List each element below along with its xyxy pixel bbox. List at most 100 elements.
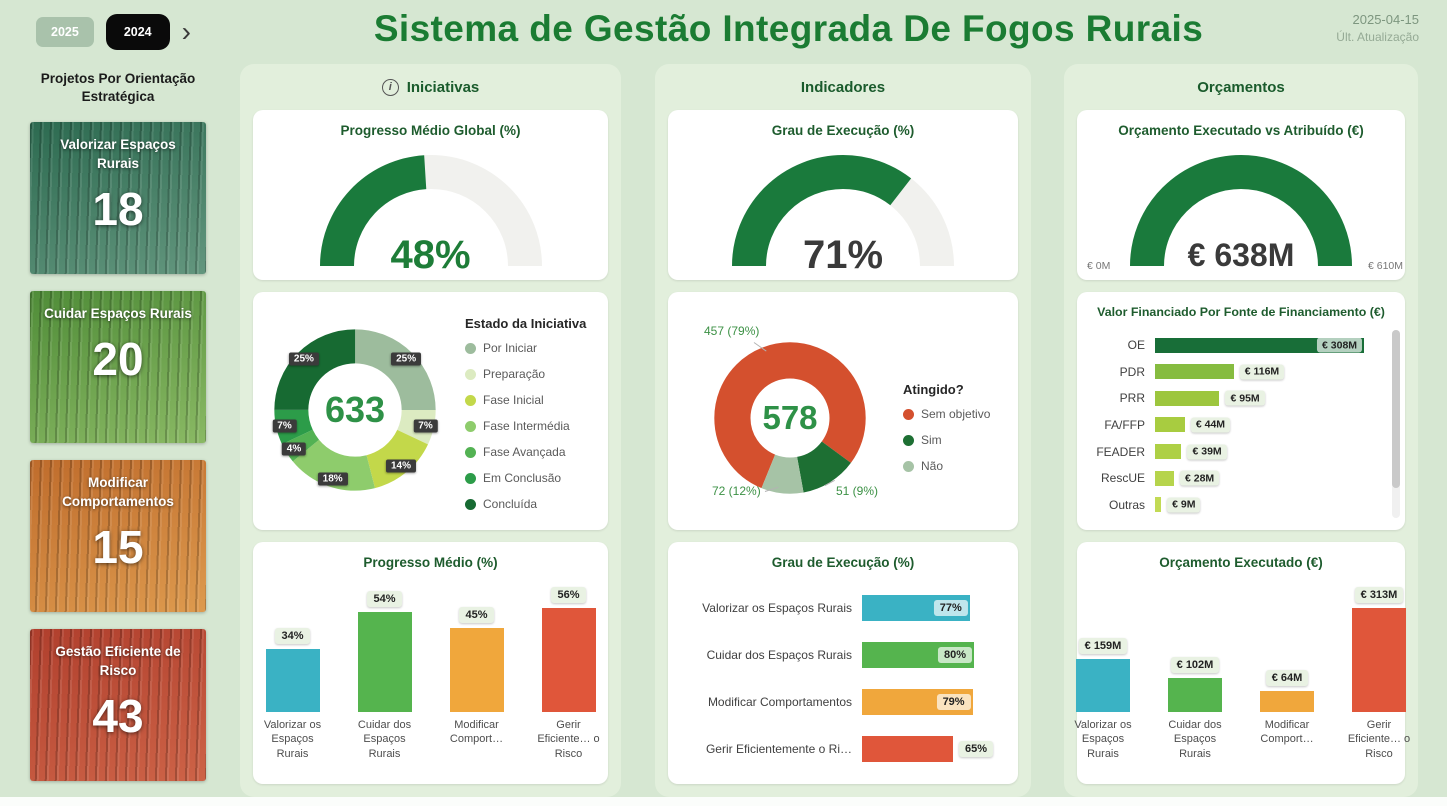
bar-track: € 44M — [1155, 417, 1379, 433]
bar[interactable] — [1155, 417, 1185, 433]
page-title: Sistema de Gestão Integrada De Fogos Rur… — [373, 8, 1204, 49]
bar-category-label: Gerir Eficiente… o Risco — [537, 719, 600, 760]
gauge-value: € 638M — [1187, 237, 1295, 273]
legend-item[interactable]: Em Conclusão — [465, 471, 586, 485]
orcamento-executado-bar-chart: € 159M Valorizar os Espaços Rurais € 102… — [1074, 580, 1410, 774]
donut-callout: 72 (12%) — [712, 484, 761, 498]
panel-header-orcamentos: Orçamentos — [1064, 64, 1418, 110]
bar[interactable] — [1155, 497, 1162, 513]
bar-category-label: OE — [1127, 338, 1145, 353]
card-title: Progresso Médio (%) — [363, 555, 498, 570]
legend-item[interactable]: Não — [903, 459, 990, 473]
bar-category-label: PRR — [1119, 391, 1145, 406]
bar-category-label: Valorizar os Espaços Rurais — [702, 600, 852, 615]
gauge-value: 48% — [390, 233, 471, 277]
bar-category-label: Modificar Comport… — [1260, 719, 1314, 746]
strategy-card-2[interactable]: Modificar Comportamentos 15 — [30, 460, 206, 613]
strategy-card-label: Cuidar Espaços Rurais — [44, 306, 192, 322]
bar[interactable] — [1155, 390, 1220, 406]
bar-row: Cuidar dos Espaços Rurais 80% — [676, 635, 1002, 675]
bar[interactable] — [1076, 659, 1130, 712]
donut-segment[interactable] — [714, 342, 866, 494]
donut-segment[interactable] — [714, 342, 866, 494]
bar-category-label: Cuidar dos Espaços Rurais — [357, 719, 412, 760]
bar[interactable] — [1155, 337, 1365, 353]
bar-category-label: Outras — [1108, 497, 1145, 512]
bar[interactable] — [265, 649, 320, 712]
bar-category-label: Valorizar os Espaços Rurais — [263, 719, 322, 760]
legend-label: Por Iniciar — [483, 341, 538, 355]
bar[interactable] — [1155, 470, 1174, 486]
bar[interactable] — [449, 628, 504, 712]
legend-item[interactable]: Concluída — [465, 497, 586, 511]
legend-item[interactable]: Sim — [903, 433, 990, 447]
bar-row: Valorizar os Espaços Rurais 77% — [676, 588, 1002, 628]
legend-item[interactable]: Fase Inicial — [465, 393, 586, 407]
donut-segment[interactable] — [274, 329, 436, 491]
bar-row: OE € 308M — [1093, 334, 1379, 357]
donut-chart — [714, 342, 866, 494]
card-estado-iniciativa: 25% 7% 14% 18% 4% 7% 25% 633 Estado da Iniciati… — [253, 292, 608, 530]
donut-segment[interactable] — [274, 329, 436, 491]
gauge-min-label: € 0M — [1087, 260, 1111, 272]
bar[interactable] — [357, 612, 412, 712]
legend-label: Sem objetivo — [921, 407, 991, 421]
bar[interactable] — [1352, 608, 1406, 712]
panel-title: Indicadores — [800, 78, 886, 96]
donut-callout: 51 (9%) — [836, 484, 879, 498]
grau-execucao-bar-chart: Valorizar os Espaços Rurais 77% Cuidar d… — [676, 584, 1002, 772]
panel-iniciativas: i Iniciativas Progresso Médio Global (%)… — [240, 64, 621, 797]
legend-label: Fase Intermédia — [483, 419, 570, 433]
panel-header-iniciativas: i Iniciativas — [240, 64, 621, 110]
bar-value-label: 65% — [959, 740, 994, 757]
card-atingido: 578 Atingido? Sem objetivo Sim Não 457 (… — [668, 292, 1018, 530]
bar[interactable] — [862, 735, 953, 762]
legend-color-dot — [465, 368, 476, 380]
bar[interactable] — [1155, 444, 1182, 460]
bar[interactable] — [1260, 691, 1314, 712]
legend-item[interactable]: Fase Intermédia — [465, 419, 586, 433]
bar-value-label: € 28M — [1180, 470, 1220, 486]
legend-color-dot — [465, 472, 476, 484]
legend-item[interactable]: Preparação — [465, 367, 586, 381]
bar[interactable] — [1168, 678, 1222, 712]
bar-value-label: € 116M — [1239, 364, 1285, 380]
donut-percent-label: 14% — [385, 459, 417, 473]
bar-track: 77% — [862, 594, 1002, 621]
bar[interactable] — [1155, 364, 1234, 380]
year-2025-button[interactable]: 2025 — [36, 17, 94, 47]
donut-segment[interactable] — [274, 329, 436, 491]
scrollbar-thumb[interactable] — [1392, 330, 1400, 488]
scrollbar[interactable] — [1392, 330, 1400, 518]
bar-category-label: Valorizar os Espaços Rurais — [1074, 719, 1132, 760]
forest-texture — [30, 460, 206, 613]
legend-item[interactable]: Fase Avançada — [465, 445, 586, 459]
donut-percent-label: 18% — [317, 472, 348, 486]
bar-value-label: € 44M — [1190, 417, 1231, 433]
strategy-card-0[interactable]: Valorizar Espaços Rurais 18 — [30, 122, 206, 275]
legend-label: Em Conclusão — [483, 471, 562, 485]
legend-item[interactable]: Sem objetivo — [903, 407, 990, 421]
legend-item[interactable]: Por Iniciar — [465, 341, 586, 355]
bar-category-label: FEADER — [1096, 444, 1145, 459]
bar-value-label: € 39M — [1187, 444, 1227, 460]
donut-segment[interactable] — [274, 329, 436, 491]
bar-column: 45% Modificar Comport… — [444, 607, 510, 774]
chevron-right-icon[interactable]: › — [181, 15, 191, 47]
bar-row: Outras € 9M — [1093, 493, 1379, 516]
panel-indicadores: Indicadores Grau de Execução (%) 71% 578… — [655, 64, 1031, 797]
grau-execucao-gauge: 71% — [723, 144, 963, 277]
atingido-donut: 578 — [714, 342, 866, 494]
strategy-card-label: Valorizar Espaços Rurais — [60, 137, 176, 172]
strategy-card-3[interactable]: Gestão Eficiente de Risco 43 — [30, 629, 206, 782]
bar-category-label: Modificar Comportamentos — [707, 694, 852, 709]
bar-track: € 9M — [1155, 497, 1379, 513]
bar-row: PDR € 116M — [1093, 360, 1379, 383]
bar[interactable] — [541, 608, 596, 712]
info-icon[interactable]: i — [381, 78, 399, 96]
bar-column: 56% Gerir Eficiente… o Risco — [536, 587, 602, 774]
strategy-card-1[interactable]: Cuidar Espaços Rurais 20 — [30, 291, 206, 444]
card-title: Grau de Execução (%) — [771, 555, 915, 570]
bar-category-label: Cuidar dos Espaços Rurais — [1168, 719, 1222, 760]
year-2024-button[interactable]: 2024 — [105, 14, 170, 50]
